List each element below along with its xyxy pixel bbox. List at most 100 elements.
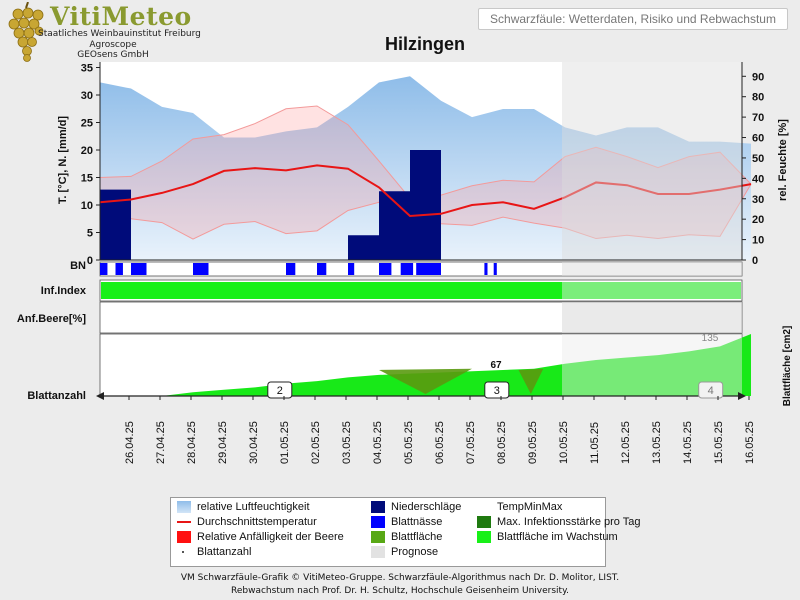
footer-line-1: VM Schwarzfäule-Grafik © VitiMeteo-Grupp… bbox=[180, 573, 620, 583]
date-label-15.05.25: 15.05.25 bbox=[713, 421, 725, 464]
legend-swatch-leaf-count bbox=[182, 551, 184, 553]
ytick-right-label-90: 90 bbox=[752, 71, 764, 83]
date-label-29.04.25: 29.04.25 bbox=[217, 421, 229, 464]
ytick-label-35: 35 bbox=[81, 63, 93, 75]
infection-index-bar-observed bbox=[101, 282, 562, 299]
legend-swatch-leaf-area-growing bbox=[477, 531, 491, 543]
leaf-count-label-2: 4 bbox=[708, 385, 714, 397]
ytick-label-25: 25 bbox=[81, 118, 93, 130]
legend-swatch-berry bbox=[177, 531, 191, 543]
leaf-wetness-bar-8 bbox=[400, 263, 414, 275]
leaf-count-arrow-left bbox=[96, 392, 104, 400]
ytick-label-0: 0 bbox=[87, 255, 93, 267]
leaf-count-box-1 bbox=[484, 381, 510, 399]
logo-line-2: Agroscope bbox=[89, 40, 137, 50]
date-label-07.05.25: 07.05.25 bbox=[465, 421, 477, 464]
row-label-blatt: Blattanzahl bbox=[27, 390, 86, 402]
legend-swatch-leaf-area bbox=[371, 531, 385, 543]
infection-index-bar-forecast bbox=[562, 282, 741, 299]
row-label-bn: BN bbox=[70, 260, 86, 272]
leaf-count-arrow-right bbox=[738, 392, 746, 400]
date-label-16.05.25: 16.05.25 bbox=[744, 421, 756, 464]
ytick-label-15: 15 bbox=[81, 173, 93, 185]
date-label-04.05.25: 04.05.25 bbox=[372, 421, 384, 464]
precip-bar-04.05.25 bbox=[348, 235, 379, 260]
legend-swatch-humidity bbox=[177, 501, 191, 513]
ytick-label-20: 20 bbox=[81, 145, 93, 157]
leaf-wetness-bar-10 bbox=[484, 263, 488, 275]
footer-line-2: Rebwachstum nach Prof. Dr. H. Schultz, H… bbox=[231, 586, 569, 596]
page-subtitle-badge: Schwarzfäule: Wetterdaten, Risiko und Re… bbox=[478, 8, 788, 30]
legend-swatch-precip bbox=[371, 501, 385, 513]
leaf-wetness-bar-7 bbox=[379, 263, 392, 275]
legend-swatch-tempminmax bbox=[477, 501, 491, 513]
leaf-count-label-0: 2 bbox=[277, 385, 283, 397]
y-axis-label: T. [°C], N. [mm/d] bbox=[57, 116, 69, 204]
leaf-wetness-bar-3 bbox=[193, 263, 209, 275]
chart-legend: relative Luftfeuchtigkeit Niederschläge … bbox=[170, 497, 640, 567]
date-label-26.04.25: 26.04.25 bbox=[124, 421, 136, 464]
date-label-14.05.25: 14.05.25 bbox=[682, 421, 694, 464]
logo-line-3: GEOsens GmbH bbox=[77, 50, 149, 60]
date-label-28.04.25: 28.04.25 bbox=[186, 421, 198, 464]
ytick-label-30: 30 bbox=[81, 90, 93, 102]
leaf-count-box-2 bbox=[698, 381, 724, 399]
leaf-wetness-bar-6 bbox=[348, 263, 355, 275]
date-label-08.05.25: 08.05.25 bbox=[496, 421, 508, 464]
y-axis-label-right: rel. Feuchte [%] bbox=[777, 119, 789, 201]
date-label-13.05.25: 13.05.25 bbox=[651, 421, 663, 464]
precip-bar-06.05.25 bbox=[410, 150, 441, 260]
leaf-wetness-bar-5 bbox=[317, 263, 327, 275]
legend-swatch-forecast bbox=[371, 546, 385, 558]
date-label-02.05.25: 02.05.25 bbox=[310, 421, 322, 464]
infection-triangle-1 bbox=[518, 368, 544, 394]
leaf-wetness-bar-11 bbox=[493, 263, 497, 275]
date-label-05.05.25: 05.05.25 bbox=[403, 421, 415, 464]
ytick-right-label-60: 60 bbox=[752, 133, 764, 145]
temp-minmax-band bbox=[100, 106, 751, 240]
forecast-overlay-bn bbox=[562, 262, 742, 276]
leaf-wetness-bar-0 bbox=[100, 263, 108, 275]
date-label-10.05.25: 10.05.25 bbox=[558, 421, 570, 464]
legend-swatch-temp-mean bbox=[177, 521, 191, 523]
ytick-right-label-0: 0 bbox=[752, 255, 758, 267]
leaf-area-growing bbox=[100, 334, 751, 396]
leaf-wetness-bar-9 bbox=[416, 263, 441, 275]
ytick-label-5: 5 bbox=[87, 228, 93, 240]
vitimeteo-logo: VitiMeteo Staatliches Weinbauinstitut Fr… bbox=[4, 2, 201, 62]
date-label-27.04.25: 27.04.25 bbox=[155, 421, 167, 464]
row-label-anf: Anf.Beere[%] bbox=[17, 313, 86, 325]
temp-mean-line bbox=[99, 164, 752, 218]
date-label-30.04.25: 30.04.25 bbox=[248, 421, 260, 464]
logo-title: VitiMeteo bbox=[50, 2, 192, 31]
legend-swatch-leaf-wetness bbox=[371, 516, 385, 528]
forecast-overlay-main bbox=[562, 62, 742, 260]
ytick-right-label-80: 80 bbox=[752, 92, 764, 104]
date-label-03.05.25: 03.05.25 bbox=[341, 421, 353, 464]
leaf-area-axis-label: Blattfläche [cm2] bbox=[782, 326, 793, 407]
ytick-right-label-20: 20 bbox=[752, 214, 764, 226]
leaf-count-label-1: 3 bbox=[494, 385, 500, 397]
date-label-01.05.25: 01.05.25 bbox=[279, 421, 291, 464]
legend-swatch-infection bbox=[477, 516, 491, 528]
leaf-wetness-bar-4 bbox=[286, 263, 296, 275]
ytick-right-label-10: 10 bbox=[752, 235, 764, 247]
ytick-label-10: 10 bbox=[81, 200, 93, 212]
date-label-11.05.25: 11.05.25 bbox=[589, 422, 601, 464]
date-label-12.05.25: 12.05.25 bbox=[620, 421, 632, 464]
forecast-overlay-anf bbox=[562, 302, 742, 333]
leaf-area-label: 67 bbox=[490, 360, 502, 371]
footer: VM Schwarzfäule-Grafik © VitiMeteo-Grupp… bbox=[0, 572, 800, 598]
ytick-right-label-40: 40 bbox=[752, 173, 764, 185]
logo-line-1: Staatliches Weinbauinstitut Freiburg bbox=[38, 29, 201, 39]
infection-triangle-0 bbox=[379, 368, 472, 394]
row-label-inf: Inf.Index bbox=[41, 285, 87, 297]
ytick-right-label-70: 70 bbox=[752, 112, 764, 124]
leaf-wetness-bar-2 bbox=[131, 263, 147, 275]
date-label-06.05.25: 06.05.25 bbox=[434, 421, 446, 464]
leaf-wetness-bar-1 bbox=[115, 263, 123, 275]
leaf-count-box-0 bbox=[267, 381, 293, 399]
ytick-right-label-50: 50 bbox=[752, 153, 764, 165]
chart-title: Hilzingen bbox=[385, 34, 465, 54]
